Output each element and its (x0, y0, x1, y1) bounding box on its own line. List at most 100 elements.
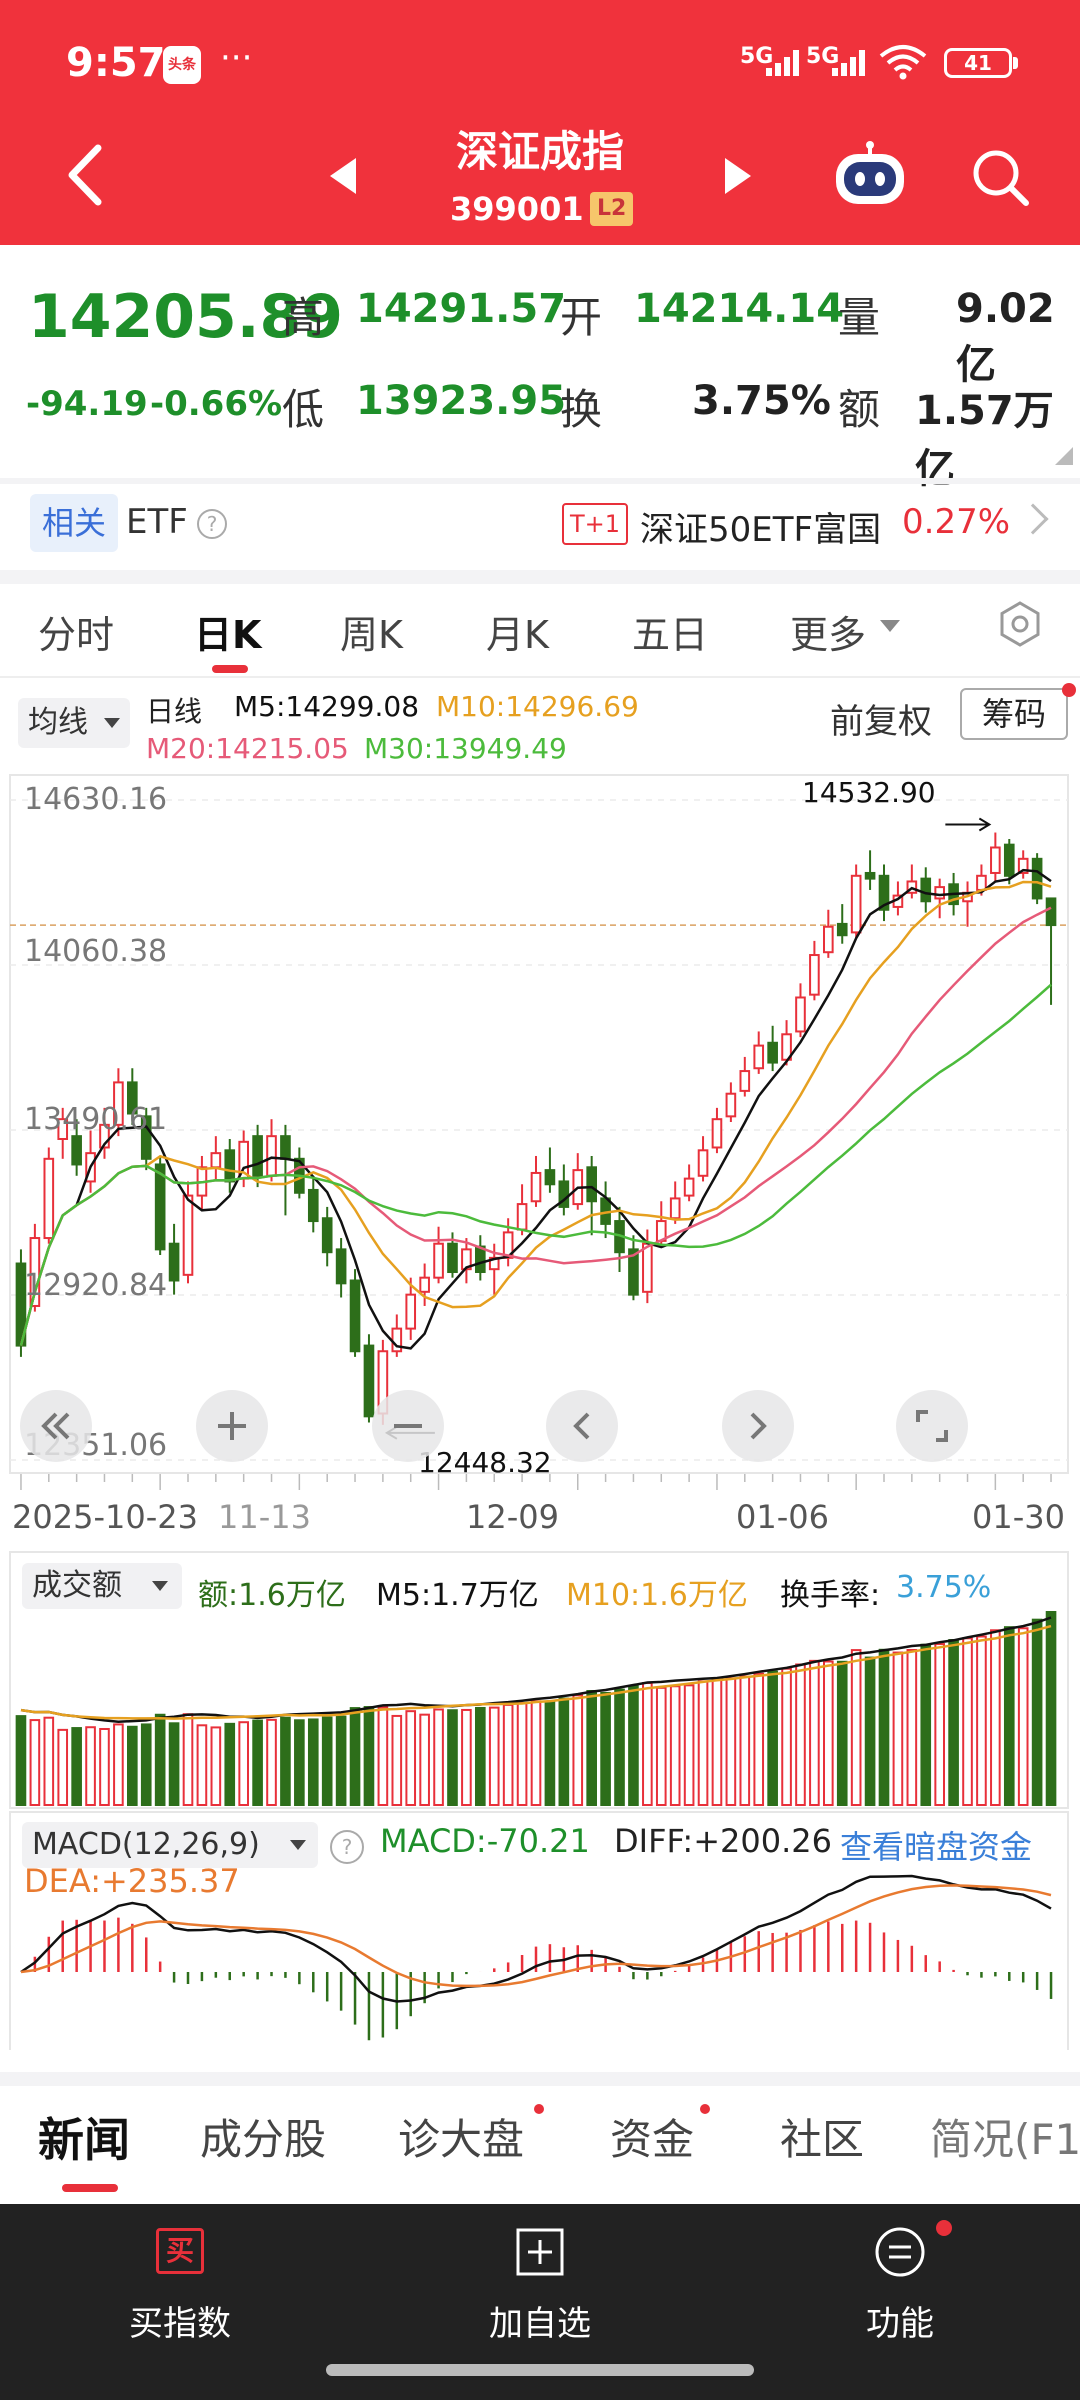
chips-distribution-button[interactable]: 筹码 (960, 688, 1068, 740)
volume-bar-down (544, 1701, 556, 1807)
volume-value: 9.02亿 (956, 286, 1055, 388)
period-label: 日线 (146, 695, 203, 728)
candle-down (1045, 897, 1057, 927)
scroll-left-fast-button[interactable] (20, 1390, 92, 1462)
ma-selector[interactable]: 均线 (18, 698, 130, 748)
volume-bar-up (697, 1680, 709, 1806)
scroll-left-button[interactable] (546, 1390, 618, 1462)
candle-up (210, 1152, 222, 1169)
candle-down (1003, 843, 1015, 877)
volume-ma5-line (20, 1616, 1052, 1723)
candle-down (224, 1149, 236, 1183)
volume-bar-down (363, 1706, 375, 1806)
level2-badge[interactable]: L2 (590, 192, 634, 226)
candle-up (711, 1118, 723, 1149)
candle-up (43, 1157, 55, 1240)
notification-dot (534, 2104, 544, 2114)
volume-bar-up (962, 1637, 973, 1807)
tab-community[interactable]: 社区 (780, 2115, 865, 2164)
fullscreen-icon (916, 1410, 948, 1442)
volume-bar-down (321, 1716, 333, 1806)
divider (0, 676, 1080, 678)
candle-down (864, 871, 876, 880)
volume-bar-down (447, 1709, 458, 1807)
add-watchlist-label: 加自选 (489, 2304, 591, 2344)
volume-bar-up (461, 1708, 472, 1806)
volume-bar-down (614, 1688, 625, 1806)
home-indicator[interactable] (326, 2364, 754, 2376)
candle-down (127, 1081, 138, 1115)
buy-index-button[interactable]: 买 买指数 (80, 2204, 280, 2364)
candle-up (725, 1092, 737, 1118)
tab-daily-k[interactable]: 日K (194, 613, 262, 657)
candle-up (823, 925, 834, 954)
candle-down (628, 1248, 639, 1296)
scroll-right-button[interactable] (722, 1390, 794, 1462)
candle-up (99, 1123, 110, 1149)
fullscreen-button[interactable] (896, 1390, 968, 1462)
tab-monthly-k[interactable]: 月K (486, 613, 549, 657)
dark-pool-link[interactable]: 查看暗盘资金 (840, 1828, 1033, 1866)
volume-bar-up (725, 1677, 737, 1806)
adjust-mode[interactable]: 前复权 (830, 702, 932, 742)
volume-panel-border (9, 1551, 1069, 1809)
kline-chart[interactable] (0, 770, 1080, 2050)
zoom-in-button[interactable] (196, 1390, 268, 1462)
tab-funds[interactable]: 资金 (610, 2115, 695, 2164)
volume-bar-down (1003, 1626, 1015, 1807)
volume-bar-down (600, 1691, 611, 1807)
tab-market-diagnosis[interactable]: 诊大盘 (398, 2115, 525, 2164)
y-tick-label: 14630.16 (24, 782, 168, 817)
tab-weekly-k[interactable]: 周K (340, 613, 403, 657)
macd-indicator-selector[interactable]: MACD(12,26,9) (22, 1822, 318, 1868)
candle-up (266, 1135, 277, 1177)
tab-constituents[interactable]: 成分股 (200, 2115, 327, 2164)
y-tick-label: 14060.38 (24, 934, 168, 969)
settings-icon[interactable] (996, 600, 1044, 648)
help-icon[interactable]: ? (330, 1830, 364, 1864)
buy-icon: 买 (156, 2228, 204, 2274)
etf-label: ETF (126, 502, 188, 542)
ma20-value: M20:14215.05 (146, 732, 349, 765)
candle-down (71, 1135, 82, 1166)
back-arrow-icon[interactable] (62, 140, 112, 210)
page-title: 深证成指 (455, 127, 624, 176)
help-icon[interactable]: ? (197, 509, 227, 539)
related-etf-name[interactable]: 深证50ETF富国 (640, 510, 882, 550)
volume-bar-up (238, 1721, 249, 1807)
tab-intraday[interactable]: 分时 (38, 613, 115, 657)
next-index-button[interactable] (725, 158, 751, 194)
volume-bar-up (892, 1651, 904, 1806)
candle-up (419, 1276, 430, 1293)
volume-bar-down (767, 1670, 778, 1806)
macd-diff-line (20, 1874, 1052, 2003)
ma10-line (19, 880, 1052, 1346)
chevron-left-icon (573, 1412, 590, 1440)
battery-icon: 41 (944, 48, 1012, 78)
volume-bar-up (182, 1713, 194, 1806)
volume-bar-down (836, 1660, 848, 1807)
add-watchlist-button[interactable]: 加自选 (440, 2204, 640, 2364)
prev-index-button[interactable] (330, 158, 356, 194)
search-icon[interactable] (968, 145, 1032, 209)
candle-up (516, 1203, 528, 1231)
expand-quote-corner[interactable] (1055, 447, 1073, 465)
divider (0, 570, 1080, 584)
ai-assistant-robot-icon[interactable] (832, 140, 908, 210)
candle-up (182, 1194, 194, 1276)
candle-up (530, 1171, 542, 1203)
volume-bar-down (168, 1722, 180, 1807)
turnover-label: 换 (560, 385, 603, 434)
functions-button[interactable]: 功能 (800, 2204, 1000, 2364)
candle-up (739, 1070, 751, 1092)
chevron-right-icon[interactable] (1017, 503, 1049, 535)
volume-indicator-selector[interactable]: 成交额 (22, 1563, 182, 1609)
zoom-out-button[interactable] (372, 1390, 444, 1462)
low-value: 13923.95 (356, 378, 567, 424)
volume-bar-down (558, 1697, 570, 1806)
tab-five-day[interactable]: 五日 (632, 613, 709, 657)
tab-profile-f10[interactable]: 简况(F10) (930, 2115, 1080, 2164)
tab-news[interactable]: 新闻 (38, 2113, 130, 2167)
tab-more[interactable]: 更多 (790, 613, 867, 657)
toutiao-app-icon: 头条 (163, 46, 201, 84)
